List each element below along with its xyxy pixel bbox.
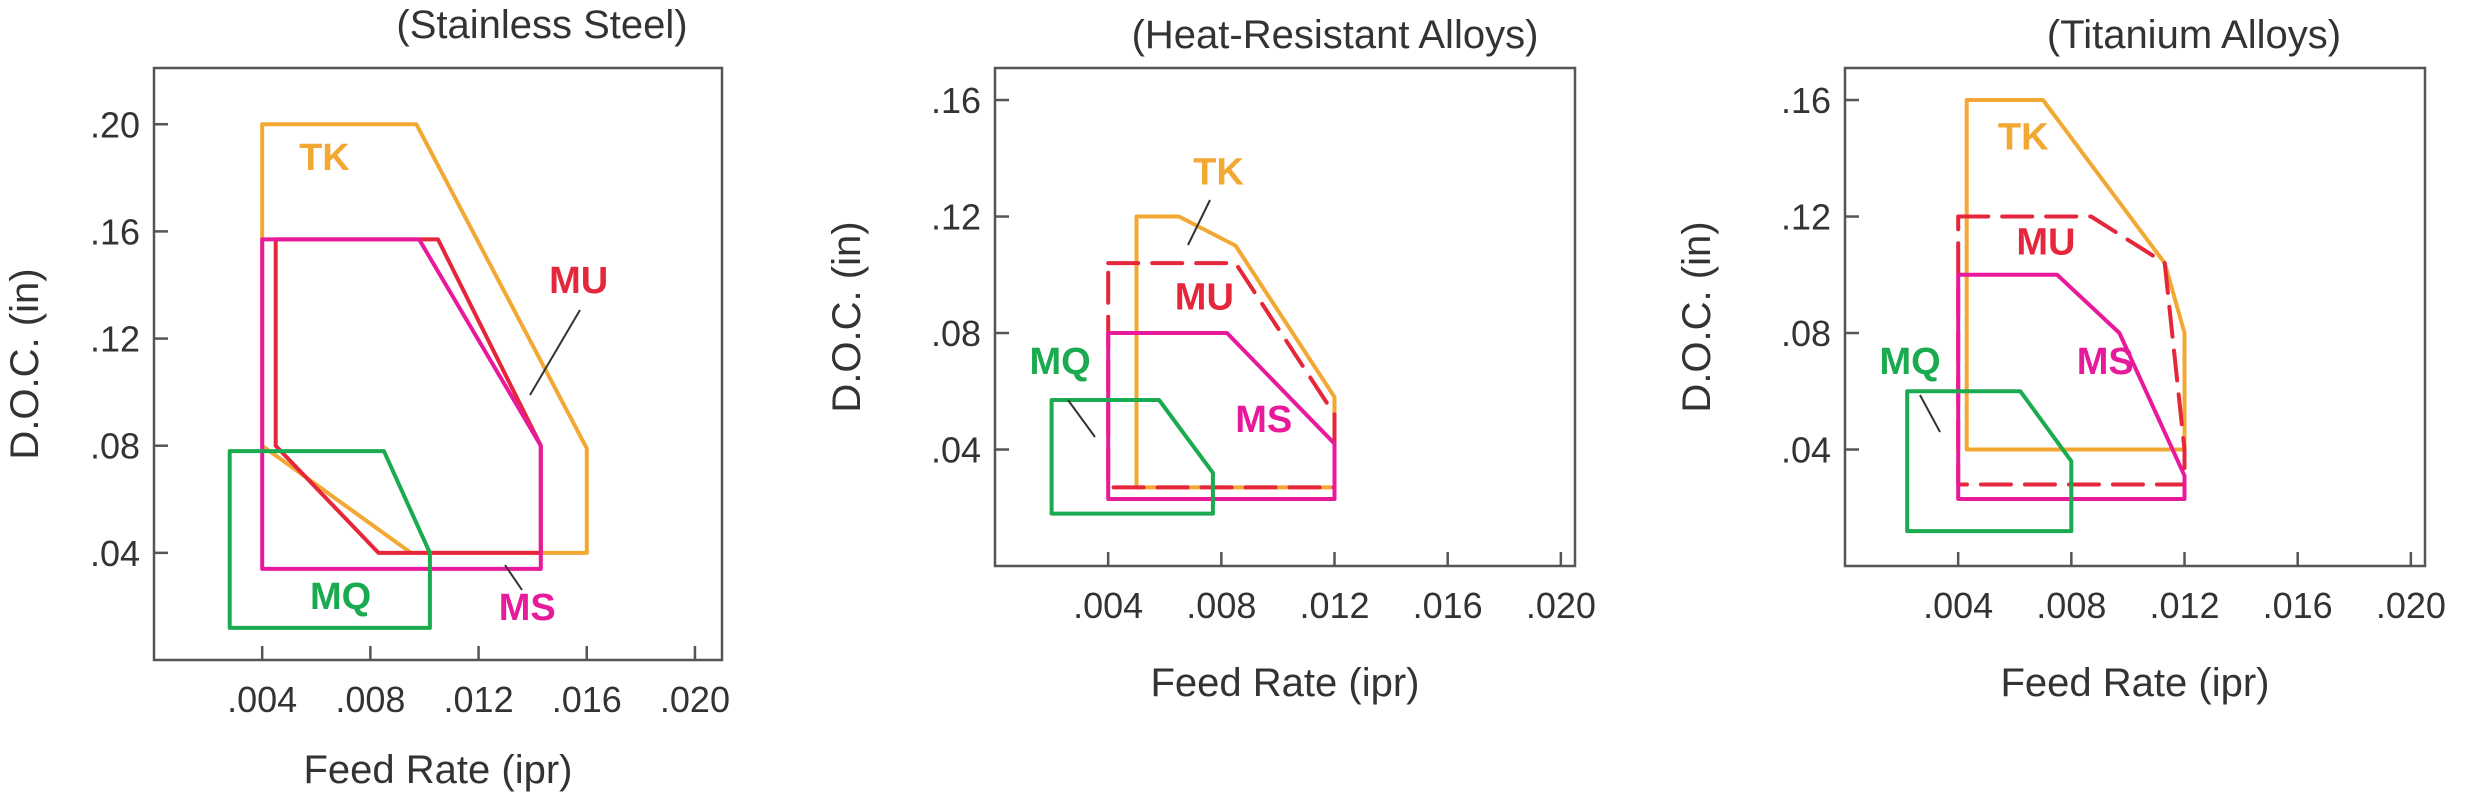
x-axis-label: Feed Rate (ipr) xyxy=(2001,661,2270,705)
panel-title: (Stainless Steel) xyxy=(396,3,687,47)
panel-title: (Heat-Resistant Alloys) xyxy=(1132,13,1539,57)
label-mu: MU xyxy=(549,260,608,302)
x-tick-label: .008 xyxy=(335,679,405,720)
ms-leader-line xyxy=(504,564,523,591)
x-axis-label: Feed Rate (ipr) xyxy=(1151,661,1420,705)
x-tick-label: .012 xyxy=(444,679,514,720)
y-tick-label: .12 xyxy=(90,319,140,360)
y-tick-label: .08 xyxy=(90,426,140,467)
y-tick-label: .16 xyxy=(90,211,140,252)
label-mq: MQ xyxy=(1029,341,1090,383)
x-tick-label: .008 xyxy=(2036,585,2106,626)
x-tick-label: .016 xyxy=(1413,585,1483,626)
x-tick-label: .016 xyxy=(552,679,622,720)
region-tk xyxy=(260,122,589,555)
x-tick-label: .016 xyxy=(2263,585,2333,626)
label-mq: MQ xyxy=(310,576,371,618)
x-tick-label: .004 xyxy=(227,679,297,720)
y-axis-label: D.O.C. (in) xyxy=(3,268,47,459)
label-ms: MS xyxy=(1235,399,1292,441)
x-tick-label: .004 xyxy=(1923,585,1993,626)
mq-leader-line xyxy=(1919,394,1941,433)
x-tick-label: .012 xyxy=(2149,585,2219,626)
label-mu: MU xyxy=(2016,221,2075,263)
y-axis-label: D.O.C. (in) xyxy=(825,221,869,412)
mq-leader-line xyxy=(1067,399,1096,438)
region-tk xyxy=(1964,98,2187,452)
y-tick-label: .16 xyxy=(931,80,981,121)
y-tick-label: .20 xyxy=(90,104,140,145)
panel-titanium-alloys: (Titanium Alloys) .004 .008 .012 .016 .020 .0… xyxy=(1675,13,2446,705)
plot-frame xyxy=(1843,66,2427,568)
y-tick-label: .12 xyxy=(1781,197,1831,238)
mu-leader-line xyxy=(529,309,581,396)
x-tick-label: .008 xyxy=(1186,585,1256,626)
y-tick-label: .04 xyxy=(1781,430,1831,471)
panel-stainless-steel: (Stainless Steel) .004 .008 .012 .016 .020 .0… xyxy=(3,3,730,792)
x-tick-label: .004 xyxy=(1073,585,1143,626)
region-mq xyxy=(1905,389,2074,534)
panel-heat-resistant-alloys: (Heat-Resistant Alloys) .004 .008 .012 .016… xyxy=(825,13,1596,705)
y-tick-label: .08 xyxy=(931,313,981,354)
y-tick-label: .16 xyxy=(1781,80,1831,121)
panel-title: (Titanium Alloys) xyxy=(2047,13,2341,57)
x-tick-label: .020 xyxy=(660,679,730,720)
region-tk xyxy=(1134,214,1337,490)
y-tick-label: .12 xyxy=(931,197,981,238)
y-tick-label: .04 xyxy=(931,430,981,471)
y-tick-label: .08 xyxy=(1781,313,1831,354)
x-tick-label: .020 xyxy=(1526,585,1596,626)
label-mu: MU xyxy=(1175,277,1234,319)
region-ms xyxy=(260,237,543,571)
label-tk: TK xyxy=(1998,117,2049,159)
x-tick-label: .012 xyxy=(1299,585,1369,626)
x-axis-label: Feed Rate (ipr) xyxy=(304,748,573,792)
x-tick-label: .020 xyxy=(2376,585,2446,626)
label-ms: MS xyxy=(499,587,556,629)
region-mq xyxy=(227,449,432,630)
region-mq xyxy=(1049,398,1215,516)
tk-leader-line xyxy=(1187,199,1211,246)
plot-frame xyxy=(993,66,1577,568)
region-ms xyxy=(1106,331,1337,501)
label-tk: TK xyxy=(1193,151,1244,193)
label-mq: MQ xyxy=(1879,341,1940,383)
label-tk: TK xyxy=(299,137,350,179)
region-ms xyxy=(1956,272,2187,501)
y-axis-label: D.O.C. (in) xyxy=(1675,221,1719,412)
plot-frame xyxy=(152,66,724,662)
y-tick-label: .04 xyxy=(90,533,140,574)
label-ms: MS xyxy=(2077,341,2134,383)
